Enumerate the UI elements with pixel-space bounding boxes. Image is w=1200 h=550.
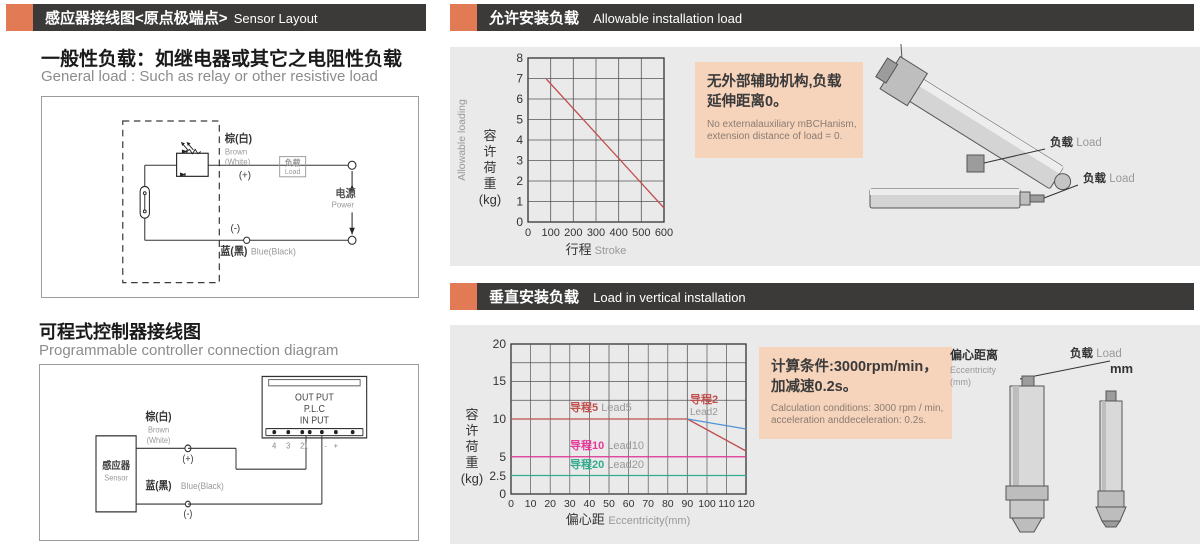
- svg-text:OUT PUT: OUT PUT: [295, 391, 334, 403]
- svg-text:棕(白): 棕(白): [224, 132, 252, 145]
- svg-text:1: 1: [304, 441, 309, 450]
- svg-text:负载 Load: 负载 Load: [1050, 135, 1102, 149]
- svg-text:棕(白): 棕(白): [145, 410, 172, 424]
- svg-text:负载 Load: 负载 Load: [1070, 346, 1122, 360]
- svg-text:偏心距离: 偏心距离: [950, 347, 998, 362]
- svg-text:Eccentricity: Eccentricity: [950, 365, 997, 375]
- svg-text:Load: Load: [285, 168, 301, 176]
- svg-text:3: 3: [286, 441, 291, 450]
- svg-text:Sensor: Sensor: [104, 473, 128, 482]
- svg-text:电源: 电源: [335, 187, 356, 200]
- svg-text:IN PUT: IN PUT: [300, 414, 329, 426]
- svg-text:Brown: Brown: [148, 425, 169, 434]
- svg-text:Blue(Black): Blue(Black): [251, 247, 296, 257]
- svg-text:(mm): (mm): [950, 377, 971, 387]
- svg-text:(White): (White): [225, 157, 251, 166]
- svg-text:(White): (White): [147, 436, 171, 445]
- svg-text:感应器: 感应器: [102, 459, 130, 473]
- svg-text:Brown: Brown: [225, 148, 247, 157]
- svg-text:mm: mm: [1110, 361, 1133, 376]
- svg-text:P.L.C: P.L.C: [304, 402, 325, 414]
- svg-text:蓝(黑): 蓝(黑): [220, 245, 247, 258]
- svg-text:(-): (-): [184, 508, 193, 520]
- svg-text:Power: Power: [332, 200, 355, 209]
- svg-text:负载 Load: 负载 Load: [1083, 171, 1135, 185]
- svg-text:负载: 负载: [285, 158, 301, 168]
- svg-text:+: +: [334, 441, 339, 450]
- svg-text:4: 4: [272, 441, 277, 450]
- svg-text:(-): (-): [230, 223, 240, 234]
- svg-text:(+): (+): [239, 171, 251, 182]
- svg-text:Blue(Black): Blue(Black): [181, 481, 224, 492]
- svg-text:-: -: [324, 441, 327, 450]
- svg-text:(+): (+): [182, 452, 193, 464]
- svg-text:蓝(黑): 蓝(黑): [145, 478, 171, 492]
